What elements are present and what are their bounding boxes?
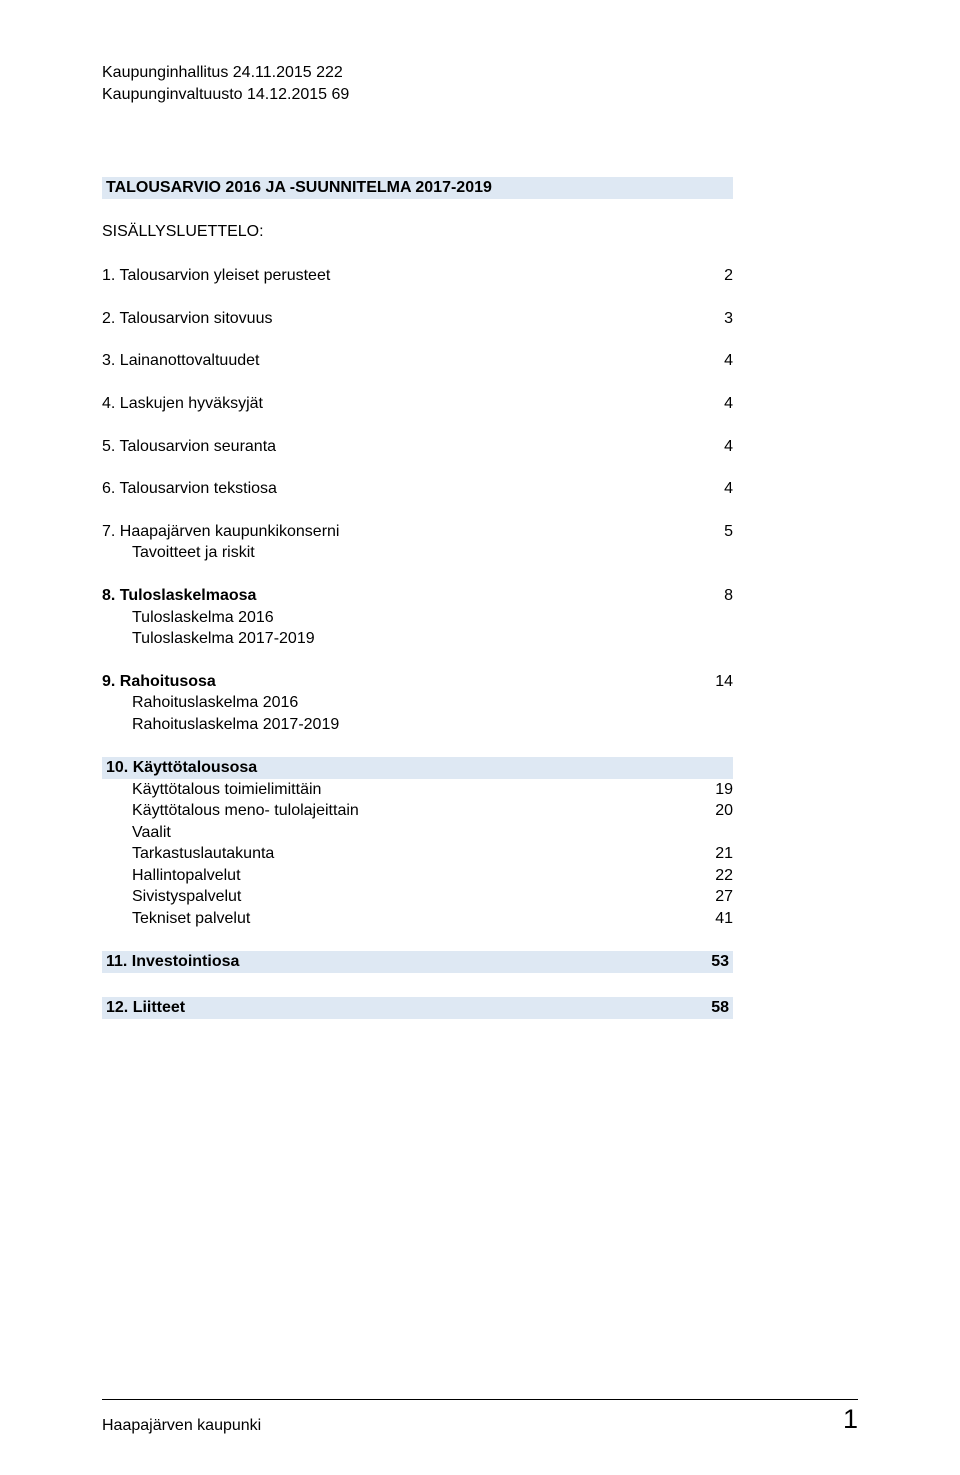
- toc-label: Sivistyspalvelut: [102, 886, 241, 908]
- toc-page: 21: [715, 843, 733, 865]
- toc-page: 4: [724, 393, 733, 415]
- toc-item-3: 3. Lainanottovaltuudet 4: [102, 350, 733, 372]
- document-title: TALOUSARVIO 2016 JA -SUUNNITELMA 2017-20…: [102, 177, 733, 199]
- toc-item-4: 4. Laskujen hyväksyjät 4: [102, 393, 733, 415]
- toc-item-8: 8. Tuloslaskelmaosa 8: [102, 585, 733, 607]
- toc-item-10g: Tekniset palvelut 41: [102, 908, 733, 930]
- toc-label: Tekniset palvelut: [102, 908, 250, 930]
- document-header: Kaupunginhallitus 24.11.2015 222 Kaupung…: [102, 62, 858, 105]
- page-footer: Haapajärven kaupunki 1: [102, 1399, 858, 1435]
- header-line-2: Kaupunginvaltuusto 14.12.2015 69: [102, 84, 858, 106]
- toc-label: Tuloslaskelma 2016: [102, 607, 274, 629]
- toc-item-7: 7. Haapajärven kaupunkikonserni 5: [102, 521, 733, 543]
- toc-item-7a: Tavoitteet ja riskit: [102, 542, 733, 564]
- toc-item-10b: Käyttötalous meno- tulolajeittain 20: [102, 800, 733, 822]
- toc-page: 4: [724, 436, 733, 458]
- toc-label: Tarkastuslautakunta: [102, 843, 274, 865]
- toc-item-10e: Hallintopalvelut 22: [102, 865, 733, 887]
- toc-page: 22: [715, 865, 733, 887]
- toc-item-6: 6. Talousarvion tekstiosa 4: [102, 478, 733, 500]
- toc-label: Käyttötalous toimielimittäin: [102, 779, 321, 801]
- toc-item-8a: Tuloslaskelma 2016: [102, 607, 733, 629]
- toc-label: 7. Haapajärven kaupunkikonserni: [102, 521, 339, 543]
- toc-label: 11. Investointiosa: [106, 953, 239, 971]
- toc-label: 1. Talousarvion yleiset perusteet: [102, 265, 330, 287]
- subtitle: SISÄLLYSLUETTELO:: [102, 223, 858, 241]
- toc-page: 53: [711, 953, 729, 971]
- toc-page: 58: [711, 999, 729, 1017]
- footer-divider: [102, 1399, 858, 1400]
- toc-label: Käyttötalous meno- tulolajeittain: [102, 800, 359, 822]
- toc-label: 4. Laskujen hyväksyjät: [102, 393, 263, 415]
- toc-item-11: 11. Investointiosa 53: [102, 951, 733, 973]
- toc-page: 4: [724, 478, 733, 500]
- toc-item-10a: Käyttötalous toimielimittäin 19: [102, 779, 733, 801]
- toc-label: Tavoitteet ja riskit: [102, 542, 255, 564]
- toc-item-8b: Tuloslaskelma 2017-2019: [102, 628, 733, 650]
- footer-org: Haapajärven kaupunki: [102, 1417, 261, 1435]
- toc-label: 9. Rahoitusosa: [102, 671, 216, 693]
- toc-page: 14: [715, 671, 733, 693]
- toc-label: Vaalit: [102, 822, 171, 844]
- toc-item-9b: Rahoituslaskelma 2017-2019: [102, 714, 733, 736]
- toc-page: 4: [724, 350, 733, 372]
- header-line-1: Kaupunginhallitus 24.11.2015 222: [102, 62, 858, 84]
- toc-label: 8. Tuloslaskelmaosa: [102, 585, 256, 607]
- toc-label: 10. Käyttötalousosa: [106, 759, 257, 777]
- toc-item-10: 10. Käyttötalousosa: [102, 757, 733, 779]
- toc-item-10c: Vaalit: [102, 822, 733, 844]
- toc-label: Rahoituslaskelma 2016: [102, 692, 298, 714]
- toc-page: 20: [715, 800, 733, 822]
- toc-label: Rahoituslaskelma 2017-2019: [102, 714, 339, 736]
- toc-page: 41: [715, 908, 733, 930]
- page-number: 1: [843, 1404, 858, 1435]
- toc-page: 27: [715, 886, 733, 908]
- toc-item-2: 2. Talousarvion sitovuus 3: [102, 308, 733, 330]
- toc-item-1: 1. Talousarvion yleiset perusteet 2: [102, 265, 733, 287]
- toc-page: 5: [724, 521, 733, 543]
- toc-item-10f: Sivistyspalvelut 27: [102, 886, 733, 908]
- toc-label: 2. Talousarvion sitovuus: [102, 308, 272, 330]
- toc-label: 5. Talousarvion seuranta: [102, 436, 276, 458]
- toc-item-9: 9. Rahoitusosa 14: [102, 671, 733, 693]
- toc-label: 12. Liitteet: [106, 999, 185, 1017]
- toc-label: 3. Lainanottovaltuudet: [102, 350, 259, 372]
- toc-item-12: 12. Liitteet 58: [102, 997, 733, 1019]
- toc-label: 6. Talousarvion tekstiosa: [102, 478, 277, 500]
- toc-label: Tuloslaskelma 2017-2019: [102, 628, 315, 650]
- toc-item-5: 5. Talousarvion seuranta 4: [102, 436, 733, 458]
- toc-page: 8: [724, 585, 733, 607]
- toc-item-9a: Rahoituslaskelma 2016: [102, 692, 733, 714]
- toc-page: 2: [724, 265, 733, 287]
- toc-item-10d: Tarkastuslautakunta 21: [102, 843, 733, 865]
- toc-page: 3: [724, 308, 733, 330]
- toc-label: Hallintopalvelut: [102, 865, 241, 887]
- toc-page: 19: [715, 779, 733, 801]
